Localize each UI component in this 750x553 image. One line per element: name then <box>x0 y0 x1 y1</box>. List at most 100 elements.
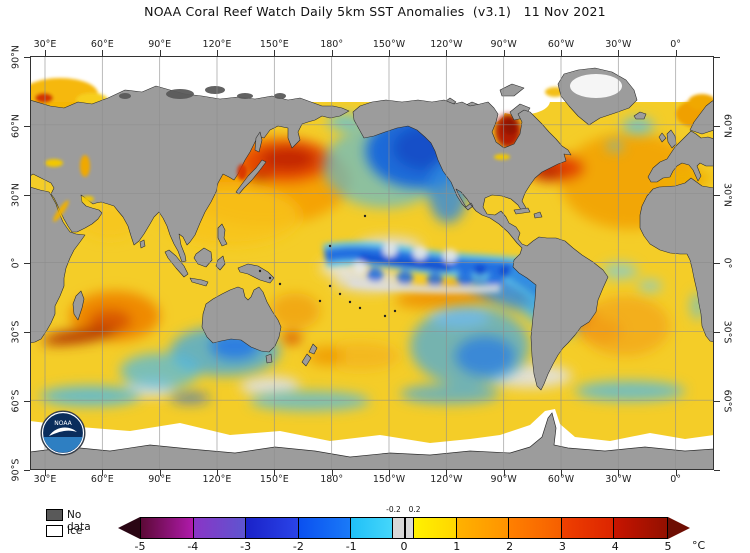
lon-label-bottom: 120°W <box>430 474 463 485</box>
lat-tick-left <box>24 57 30 58</box>
lon-tick-top <box>159 50 161 56</box>
lon-tick-bottom <box>159 470 161 476</box>
sumatra <box>164 249 189 278</box>
island-dots <box>258 214 397 318</box>
colorbar-segment <box>351 518 394 538</box>
lat-tick-right <box>714 263 720 265</box>
lon-label-top: 90°W <box>490 39 517 50</box>
lon-tick-bottom <box>331 470 333 476</box>
lon-tick-top <box>503 50 505 56</box>
lon-tick-bottom <box>102 470 104 476</box>
eurasia <box>30 85 350 263</box>
lon-tick-bottom <box>560 470 562 476</box>
lon-tick-top <box>274 50 276 56</box>
colorbar-segment <box>393 518 415 538</box>
lon-label-top: 30°W <box>605 39 632 50</box>
lon-label-bottom: 150°W <box>372 474 406 485</box>
colorbar-tick-label: 2 <box>506 540 514 553</box>
lat-label-left: 60°N <box>10 113 22 138</box>
no-data-swatch <box>46 509 63 521</box>
lon-tick-top <box>102 50 104 56</box>
lon-tick-bottom <box>618 470 620 476</box>
ice-swatch <box>46 525 63 537</box>
colorbar <box>118 517 690 539</box>
lon-label-bottom: 60°E <box>90 474 114 485</box>
lat-tick-right <box>714 125 720 127</box>
hudson-bay-hot-patch <box>495 114 521 148</box>
tasmania <box>265 353 273 364</box>
lon-tick-top <box>560 50 562 56</box>
lon-tick-bottom <box>446 470 448 476</box>
madagascar <box>72 290 85 321</box>
lat-label-left: 30°N <box>10 182 22 207</box>
noaa-logo: NOAA <box>40 410 86 456</box>
lat-tick-right <box>714 401 720 403</box>
inland-seas <box>45 154 510 222</box>
lat-tick-left <box>24 469 30 471</box>
ice-label: Ice <box>67 525 83 537</box>
lon-tick-top <box>675 50 677 56</box>
japan <box>235 159 267 195</box>
continents <box>30 67 714 391</box>
lat-label-left: 60°S <box>10 389 22 413</box>
arctic-islands <box>499 83 525 97</box>
lon-tick-top <box>216 50 218 56</box>
lon-label-top: 120°W <box>430 39 463 50</box>
colorbar-tick-label: -2 <box>292 540 304 553</box>
colorbar-tick-label: 4 <box>611 540 619 553</box>
colorbar-tick-label: -3 <box>240 540 252 553</box>
sakhalin <box>254 131 263 153</box>
lat-label-right: 30°N <box>721 182 733 207</box>
australia <box>201 286 282 353</box>
lon-label-top: 90°E <box>148 39 172 50</box>
colorbar-tick-label: -5 <box>134 540 146 553</box>
colorbar-scale <box>140 517 668 539</box>
lon-label-top: 150°E <box>259 39 289 50</box>
lon-tick-bottom <box>216 470 218 476</box>
colorbar-tick-label: -4 <box>187 540 199 553</box>
lat-tick-right <box>714 469 720 471</box>
lat-tick-left <box>24 401 30 403</box>
lon-label-bottom: 150°E <box>259 474 289 485</box>
lon-label-bottom: 30°W <box>605 474 632 485</box>
greenland-ice-cap <box>570 74 622 98</box>
java <box>189 277 209 287</box>
lon-label-top: 30°E <box>33 39 57 50</box>
colorbar-segment <box>193 518 247 538</box>
lon-label-bottom: 120°E <box>202 474 232 485</box>
lon-tick-bottom <box>675 470 677 476</box>
lon-label-top: 120°E <box>202 39 232 50</box>
americas <box>352 99 609 391</box>
scandinavia <box>689 99 714 135</box>
lat-label-right: 0° <box>721 258 733 269</box>
colorbar-tick-label: -1 <box>345 540 357 553</box>
lon-label-top: 150°W <box>372 39 406 50</box>
lon-label-top: 60°W <box>547 39 575 50</box>
colorbar-segment <box>141 518 194 538</box>
lon-label-bottom: 60°W <box>547 474 575 485</box>
new-guinea <box>237 263 275 284</box>
map-frame <box>30 56 714 470</box>
ireland <box>658 132 667 143</box>
lat-tick-right <box>714 332 720 334</box>
lat-label-right: 60°N <box>721 113 733 138</box>
lat-tick-left <box>24 332 30 334</box>
antarctica <box>30 412 714 470</box>
lon-label-bottom: 0° <box>670 474 682 485</box>
no-data-patches <box>119 86 286 99</box>
colorbar-zero-tick <box>404 517 406 539</box>
lat-tick-left <box>24 263 30 265</box>
lon-label-top: 180° <box>320 39 344 50</box>
lat-tick-left <box>24 194 30 196</box>
colorbar-segment <box>246 518 299 538</box>
colorbar-segment <box>614 518 667 538</box>
lon-label-bottom: 90°E <box>148 474 172 485</box>
iceland <box>633 111 647 120</box>
lat-label-right: 30°S <box>721 320 733 344</box>
africa-west <box>639 177 714 343</box>
colorbar-tick-label: 1 <box>453 540 461 553</box>
colorbar-tick-label: 3 <box>558 540 566 553</box>
lon-label-top: 0° <box>670 39 682 50</box>
lat-label-left: 30°S <box>10 320 22 344</box>
